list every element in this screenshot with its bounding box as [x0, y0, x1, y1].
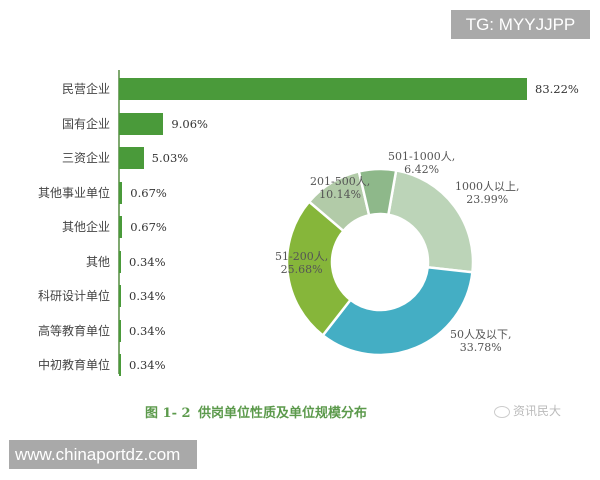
figure-title: 供岗单位性质及单位规模分布	[198, 406, 368, 421]
slice-percent: 25.68%	[280, 263, 323, 276]
bar	[119, 250, 121, 273]
slice-name: 1000人以上,	[455, 180, 520, 193]
bar-category-label: 其他事业单位	[37, 185, 110, 200]
bar-row: 科研设计单位 0.34%	[0, 284, 560, 308]
figure-number: 图 1- 2	[145, 406, 191, 421]
slice-percent: 6.42%	[404, 163, 440, 176]
bar	[119, 285, 121, 307]
bar-row: 其他事业单位 0.67%	[0, 181, 560, 205]
bar-value-label: 83.22%	[535, 82, 579, 96]
bar	[119, 319, 121, 342]
wechat-icon	[494, 405, 510, 418]
figure-caption: 图 1- 2 供岗单位性质及单位规模分布	[0, 402, 600, 422]
bar-value-label: 0.67%	[130, 220, 167, 234]
bar-row: 其他 0.34%	[0, 250, 560, 274]
donut-slice-label: 201-500人, 10.14%	[310, 175, 370, 201]
bar	[119, 181, 123, 204]
tg-watermark: TG: MYYJJPP	[451, 10, 590, 39]
bar-value-label: 0.34%	[129, 254, 166, 269]
bar	[119, 112, 164, 135]
bar	[119, 78, 527, 100]
wechat-watermark: 资讯民大	[494, 402, 561, 419]
donut-slice	[321, 265, 474, 357]
donut-slice-label: 1000人以上, 23.99%	[455, 180, 520, 206]
donut-slice-label: 51-200人, 25.68%	[275, 250, 328, 276]
bar-category-label: 三资企业	[61, 151, 110, 165]
bar-row: 中初教育单位 0.34%	[0, 353, 560, 377]
wechat-account-name: 资讯民大	[513, 404, 562, 418]
bar-category-label: 科研设计单位	[37, 289, 110, 303]
bar-value-label: 9.06%	[171, 116, 208, 131]
bar-value-label: 0.34%	[129, 358, 166, 372]
bar-category-label: 民营企业	[61, 82, 110, 96]
bar-row: 三资企业 5.03%	[0, 146, 560, 170]
unit-size-donut-chart: 1000人以上, 23.99% 50人及以下, 33.78% 51-200人, 25.68…	[250, 140, 550, 390]
bar-row: 其他企业 0.67%	[0, 215, 560, 239]
bar-value-label: 0.34%	[129, 323, 166, 338]
bar-category-label: 其他	[85, 254, 110, 269]
donut-slice	[285, 199, 353, 338]
donut-slice	[357, 167, 398, 217]
bar	[119, 147, 144, 169]
bar-category-label: 其他企业	[61, 220, 110, 234]
bar-category-label: 高等教育单位	[37, 323, 110, 338]
bar-category-label: 中初教育单位	[37, 358, 110, 372]
bar-value-label: 0.67%	[130, 185, 167, 200]
bar-value-label: 5.03%	[151, 151, 189, 165]
bar-value-label: 0.34%	[129, 289, 166, 303]
donut-svg	[285, 167, 475, 357]
unit-type-bar-chart: 民营企业 83.22% 国有企业 9.06% 三资企业 5.03% 其他事业单位 0.67% 其…	[0, 70, 579, 380]
slice-name: 50人及以下,	[450, 328, 512, 341]
bar-category-label: 国有企业	[61, 116, 110, 131]
bar-row: 民营企业 83.22%	[0, 77, 579, 101]
bar	[119, 354, 121, 376]
donut-slice-label: 50人及以下, 33.78%	[450, 328, 512, 354]
slice-name: 51-200人,	[275, 250, 329, 263]
slice-percent: 10.14%	[319, 188, 362, 201]
slice-percent: 23.99%	[466, 193, 509, 206]
slice-name: 201-500人,	[310, 175, 371, 188]
url-watermark: www.chinaportdz.com	[9, 440, 197, 469]
bar-row: 国有企业 9.06%	[0, 112, 560, 136]
donut-slice-label: 501-1000人, 6.42%	[388, 150, 455, 176]
slice-percent: 33.78%	[459, 341, 502, 354]
bar-row: 高等教育单位 0.34%	[0, 319, 560, 343]
bar	[119, 216, 123, 238]
slice-name: 501-1000人,	[388, 150, 456, 163]
donut-slice	[386, 168, 475, 274]
